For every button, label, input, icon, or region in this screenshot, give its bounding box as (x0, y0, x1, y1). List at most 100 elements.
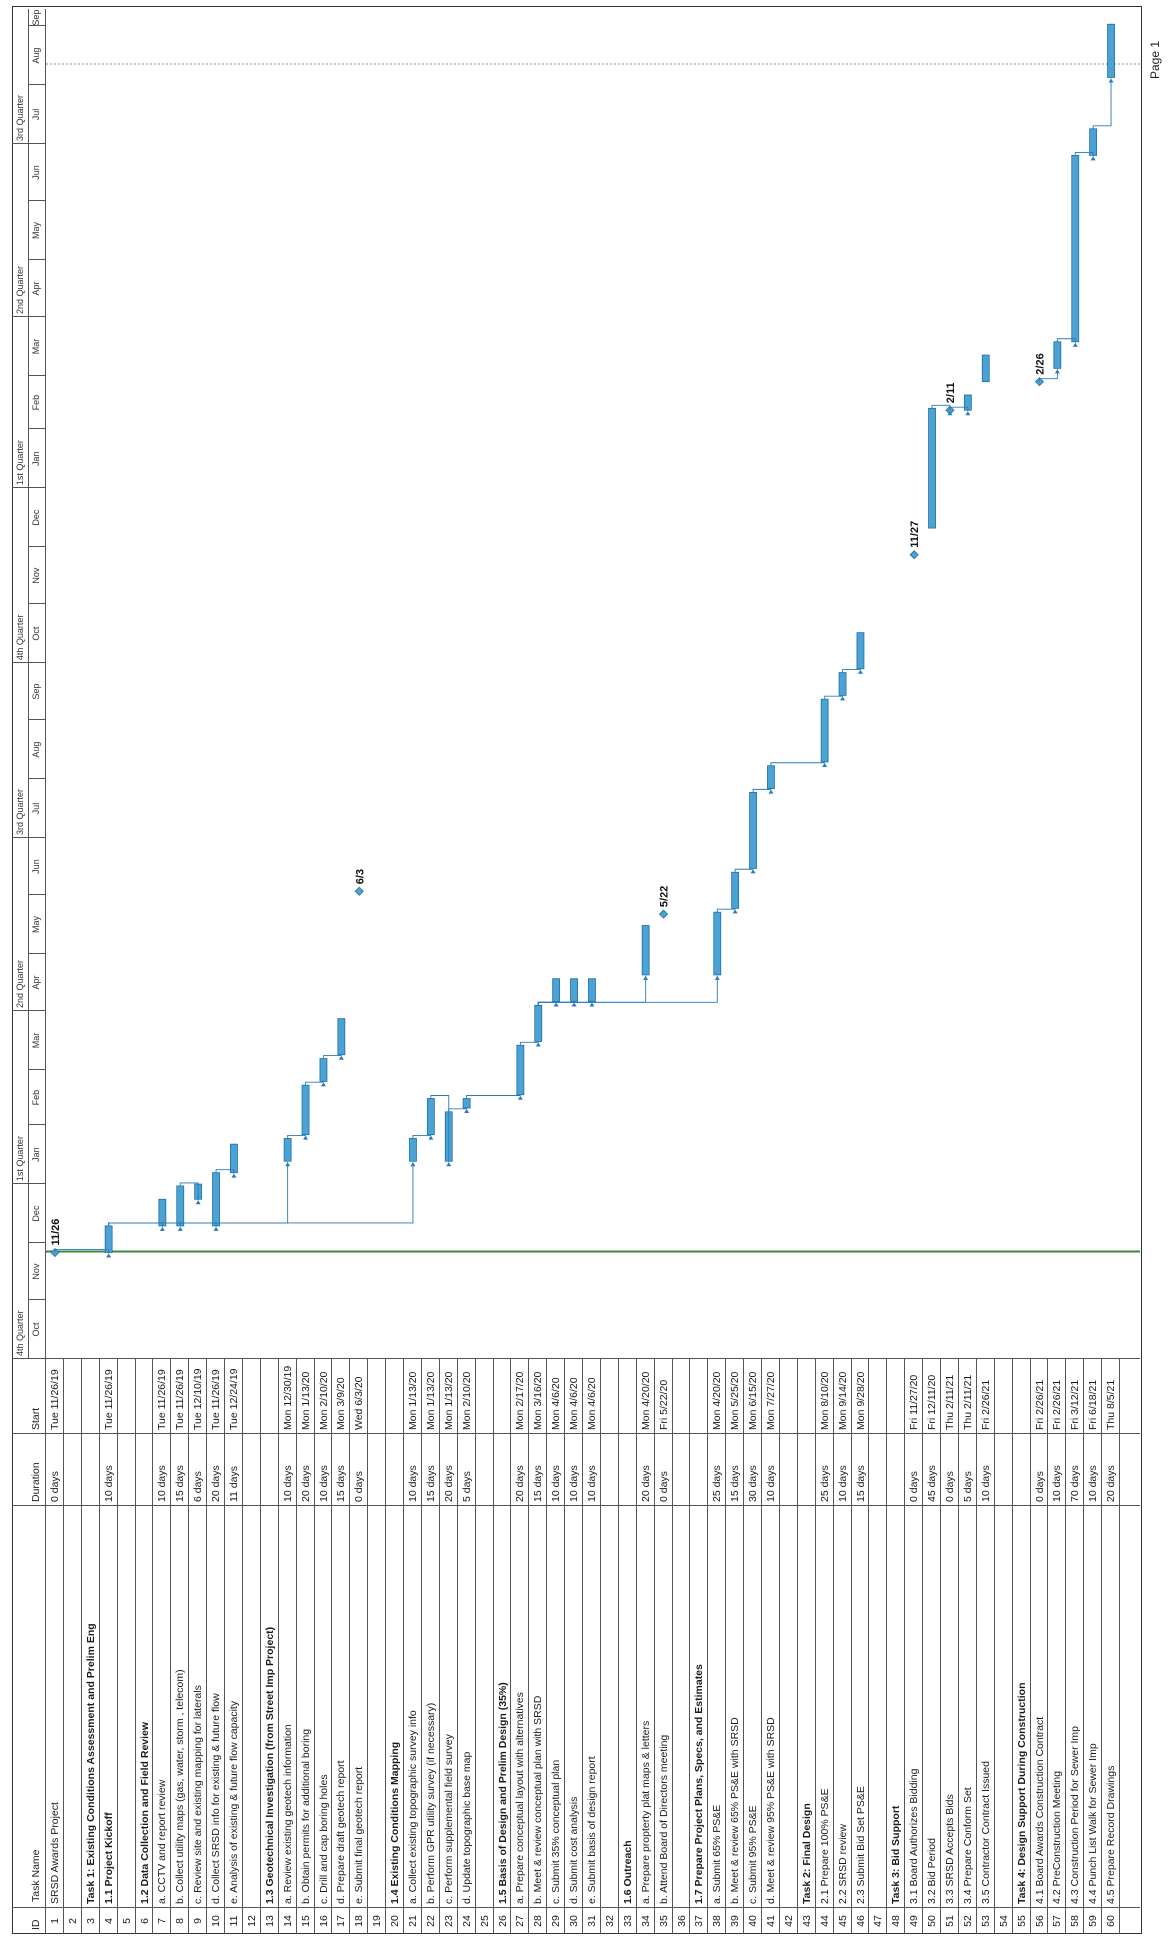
page-label: Page 1 (1148, 40, 1162, 79)
dependency-link (949, 406, 969, 412)
dependency-arrow (1072, 342, 1078, 347)
task-bar (516, 1044, 525, 1096)
dependency-link (305, 1081, 324, 1086)
dependency-arrow (195, 1200, 201, 1205)
milestone-label: 5/22 (659, 886, 671, 907)
task-bar (641, 925, 650, 976)
dependency-link (430, 1095, 450, 1163)
milestone-diamond (909, 550, 919, 560)
dependency-link (466, 1095, 521, 1099)
task-bar (552, 978, 561, 1002)
dependency-link (842, 669, 861, 673)
task-bar (570, 978, 578, 1002)
task-bar (731, 871, 740, 909)
task-bar (409, 1138, 417, 1162)
dependency-arrow (1054, 369, 1060, 374)
dependency-arrow (965, 411, 971, 416)
dependency-arrow (517, 1095, 523, 1100)
dependency-arrow (553, 1002, 559, 1007)
task-bar (1071, 155, 1080, 343)
dependency-arrow (177, 1226, 183, 1231)
task-bar (301, 1084, 310, 1136)
task-bar (767, 765, 775, 789)
dependency-link (1092, 78, 1112, 129)
task-bar (462, 1098, 471, 1109)
task-bar (588, 978, 596, 1002)
milestone-diamond (658, 909, 669, 919)
dependency-arrow (732, 909, 738, 914)
dependency-arrow (159, 1226, 165, 1231)
task-bar (534, 1004, 543, 1042)
dependency-link (824, 695, 843, 700)
dependency-link (519, 1041, 539, 1046)
dependency-arrow (285, 1162, 291, 1167)
dependency-arrow (535, 1042, 541, 1047)
dependency-link (287, 1134, 306, 1139)
task-bar (838, 672, 847, 696)
dependency-link (108, 1162, 414, 1226)
dependency-arrow (446, 1162, 452, 1167)
dependency-arrow (231, 1173, 237, 1178)
dependency-link (1038, 369, 1058, 382)
task-bar (319, 1058, 328, 1082)
milestone-label: 11/27 (909, 521, 921, 548)
dependency-link (752, 788, 772, 793)
dependency-arrow (106, 1253, 112, 1258)
task-bar (1107, 23, 1115, 78)
dependency-link (1056, 338, 1076, 343)
task-bar (104, 1225, 113, 1253)
task-bar (749, 791, 757, 869)
dependency-link (412, 1134, 432, 1139)
dependency-arrow (320, 1082, 326, 1087)
dependency-link (215, 1169, 235, 1174)
dependency-link (179, 1182, 199, 1201)
dependency-arrow (1108, 78, 1114, 83)
task-bar (1053, 341, 1062, 369)
milestone-diamond (354, 886, 364, 896)
milestone-diamond (1034, 377, 1045, 387)
dependency-arrow (589, 1002, 595, 1007)
dependency-arrow (857, 669, 863, 674)
milestone-label: 11/26 (50, 1219, 62, 1246)
task-bar (176, 1185, 185, 1227)
dependency-arrow (410, 1162, 416, 1167)
dependency-arrow (947, 411, 953, 416)
dependency-link (448, 1108, 468, 1112)
task-bar (283, 1138, 292, 1162)
dependency-arrow (840, 696, 846, 701)
task-bar (713, 911, 722, 976)
task-bar (928, 407, 936, 529)
dependency-link (537, 975, 718, 1006)
task-bar (820, 698, 829, 763)
milestone-label: 6/3 (354, 869, 366, 884)
task-bar (856, 632, 865, 670)
task-bar (1089, 128, 1098, 156)
dependency-arrow (428, 1135, 434, 1140)
task-bar (337, 1018, 346, 1056)
dependency-link (323, 1055, 342, 1059)
dependency-arrow (464, 1109, 470, 1114)
dependency-arrow (822, 762, 828, 767)
dependency-arrow (338, 1055, 344, 1060)
dependency-link (716, 908, 736, 913)
dependency-link (108, 1222, 181, 1227)
dependency-arrow (643, 975, 649, 980)
dependency-arrow (213, 1226, 219, 1231)
dependency-link (770, 762, 826, 766)
task-bar (230, 1143, 238, 1174)
task-bar (981, 354, 990, 383)
dependency-arrow (750, 869, 756, 874)
dependency-arrow (303, 1135, 309, 1140)
dependency-arrow (1090, 156, 1096, 161)
task-bar (158, 1198, 167, 1227)
task-bar (426, 1098, 435, 1136)
dependency-arrow (714, 975, 720, 980)
milestone-label: 2/11 (945, 382, 957, 403)
milestone-label: 2/26 (1034, 353, 1046, 374)
dependency-link (734, 868, 754, 873)
dependency-arrow (768, 789, 774, 794)
dependency-link (54, 1249, 110, 1254)
dependency-arrow (571, 1002, 577, 1007)
